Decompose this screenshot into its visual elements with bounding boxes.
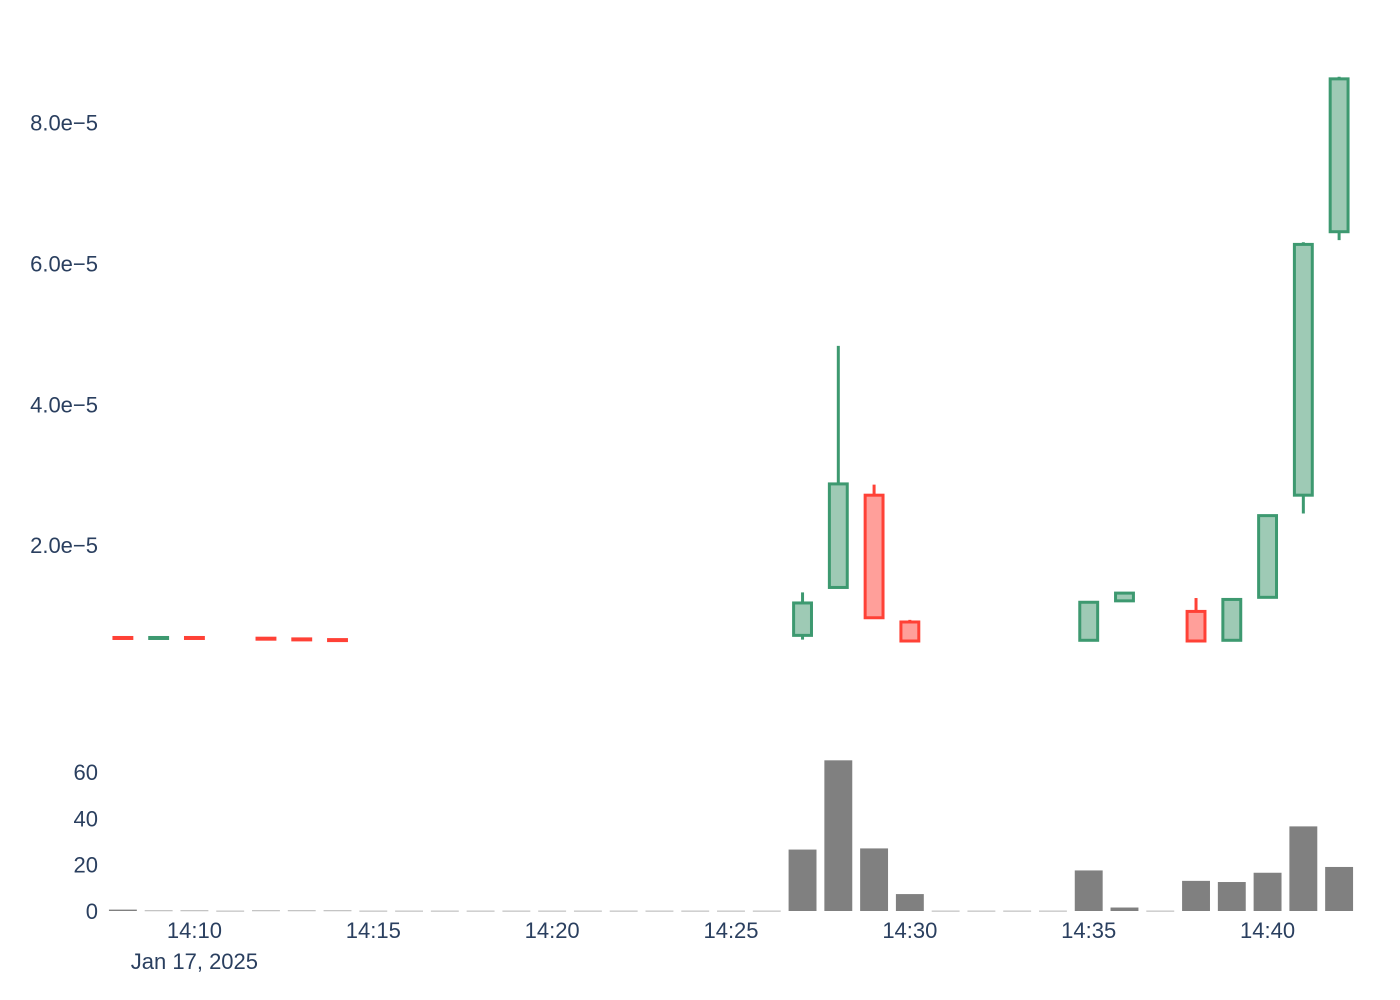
candle-body xyxy=(899,620,921,643)
candle-body xyxy=(183,635,205,640)
candle xyxy=(899,619,921,643)
volume-bar xyxy=(323,910,352,912)
candle-body xyxy=(291,637,313,642)
volume-bar xyxy=(252,910,280,912)
x-tick-label: 14:35 xyxy=(1061,918,1116,943)
candle xyxy=(183,635,205,640)
volume-bar xyxy=(1146,910,1175,912)
volume-y-tick-label: 20 xyxy=(74,853,98,878)
candle-body xyxy=(827,482,849,589)
volume-bar xyxy=(216,910,245,912)
volume-bar xyxy=(1003,910,1032,912)
x-tick-label: 14:20 xyxy=(525,918,580,943)
price-panel xyxy=(112,76,1350,643)
candle xyxy=(1114,591,1135,603)
volume-bar xyxy=(931,910,960,912)
volume-bar xyxy=(860,848,889,911)
candle xyxy=(148,635,170,640)
price-y-axis: 2.0e−5 4.0e−5 6.0e−5 8.0e−5 xyxy=(30,111,98,559)
candle-body xyxy=(1221,597,1243,642)
volume-bar xyxy=(502,910,531,912)
volume-bar xyxy=(1110,907,1139,911)
candle xyxy=(1078,600,1100,642)
candle xyxy=(255,636,277,641)
candle xyxy=(827,345,849,589)
candle xyxy=(291,637,313,642)
volume-bar xyxy=(681,910,710,912)
volume-y-tick-label: 40 xyxy=(74,806,98,831)
x-tick-label: 14:30 xyxy=(882,918,937,943)
volume-bar xyxy=(1217,882,1246,911)
candle-body xyxy=(1114,591,1135,603)
volume-panel xyxy=(108,760,1354,912)
candle-body xyxy=(1185,609,1207,643)
candle xyxy=(792,592,813,640)
candle xyxy=(1221,597,1243,642)
price-y-tick-label: 2.0e−5 xyxy=(30,533,98,558)
volume-bar xyxy=(1325,866,1354,911)
volume-bar xyxy=(430,910,459,912)
x-axis-date-label: Jan 17, 2025 xyxy=(131,949,258,974)
volume-y-tick-label: 0 xyxy=(86,899,98,924)
candle-body xyxy=(112,635,134,640)
candle-body xyxy=(863,493,885,620)
volume-y-axis: 0 20 40 60 xyxy=(74,760,98,924)
volume-bar xyxy=(108,909,137,911)
volume-bar xyxy=(717,910,745,912)
x-tick-label: 14:25 xyxy=(703,918,758,943)
volume-bar xyxy=(967,910,996,912)
x-tick-label: 14:10 xyxy=(167,918,222,943)
candle xyxy=(1185,598,1207,643)
candle-body xyxy=(1292,242,1314,497)
volume-bar xyxy=(359,910,388,912)
volume-bar xyxy=(752,910,781,912)
x-axis: Jan 17, 2025 14:10 14:15 14:20 14:25 14:30 14… xyxy=(131,918,1295,974)
volume-bar xyxy=(645,910,674,912)
candle xyxy=(327,638,348,643)
volume-bar xyxy=(144,910,173,912)
volume-bar xyxy=(395,910,424,912)
volume-bar xyxy=(1289,826,1318,911)
volume-bar xyxy=(895,894,924,911)
volume-bar xyxy=(287,910,316,912)
candle xyxy=(863,484,885,620)
candle xyxy=(112,635,134,640)
volume-bar xyxy=(1074,870,1103,911)
candle-body xyxy=(327,638,348,643)
x-tick-label: 14:40 xyxy=(1240,918,1295,943)
volume-y-tick-label: 60 xyxy=(74,760,98,785)
candle-body xyxy=(1257,514,1279,599)
price-y-tick-label: 4.0e−5 xyxy=(30,392,98,417)
candle xyxy=(1292,242,1314,514)
x-tick-label: 14:15 xyxy=(346,918,401,943)
candle-body xyxy=(148,635,170,640)
volume-bar xyxy=(788,849,817,911)
volume-bar xyxy=(1182,880,1210,911)
volume-bar xyxy=(1253,872,1282,911)
volume-bar xyxy=(538,910,567,912)
candle xyxy=(1257,514,1279,599)
candle xyxy=(1328,76,1350,241)
candle-body xyxy=(1328,77,1350,234)
candle-body xyxy=(792,601,813,637)
candle-body xyxy=(255,636,277,641)
price-y-tick-label: 6.0e−5 xyxy=(30,251,98,276)
candle-body xyxy=(1078,600,1100,642)
volume-bar xyxy=(466,910,495,912)
volume-bar xyxy=(1038,910,1067,912)
volume-bar xyxy=(609,910,638,912)
volume-bar xyxy=(180,910,209,912)
price-y-tick-label: 8.0e−5 xyxy=(30,111,98,136)
volume-bar xyxy=(573,910,602,912)
volume-bar xyxy=(824,760,853,911)
